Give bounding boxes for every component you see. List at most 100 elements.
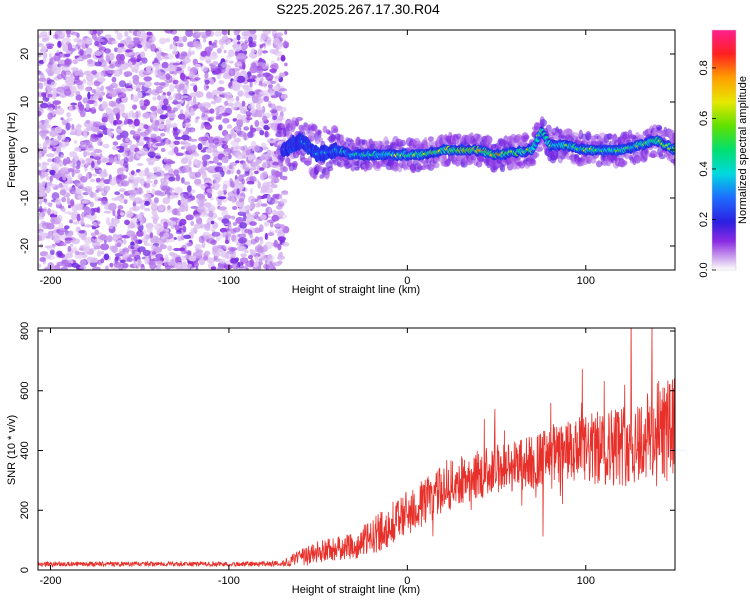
noise-blob — [201, 112, 206, 118]
noise-blob — [193, 153, 200, 157]
noise-blob — [67, 42, 73, 51]
noise-blob — [133, 260, 137, 268]
noise-blob — [268, 207, 272, 214]
noise-blob — [260, 185, 268, 193]
noise-blob — [194, 63, 201, 68]
noise-blob — [248, 30, 257, 35]
noise-blob — [278, 213, 288, 220]
noise-blob — [91, 109, 97, 114]
colorbar-tick-label: 0.4 — [698, 161, 710, 176]
noise-blob — [201, 122, 205, 129]
noise-blob — [76, 213, 81, 222]
noise-blob — [218, 80, 225, 85]
noise-blob — [148, 174, 158, 180]
noise-blob — [232, 221, 238, 226]
noise-blob — [51, 183, 57, 188]
noise-blob — [125, 37, 131, 41]
noise-blob — [113, 262, 122, 268]
noise-blob — [172, 62, 181, 66]
noise-blob — [42, 34, 50, 41]
noise-blob — [128, 179, 134, 183]
noise-blob — [127, 190, 132, 194]
noise-blob — [38, 263, 42, 268]
noise-blob — [248, 90, 255, 96]
noise-blob — [249, 258, 254, 267]
signal-halo — [295, 117, 304, 121]
noise-blob — [256, 265, 261, 270]
x-tick-label: -100 — [218, 575, 240, 587]
noise-blob — [38, 124, 47, 129]
signal-halo — [332, 128, 339, 134]
noise-blob — [107, 73, 112, 78]
noise-blob — [248, 42, 257, 48]
noise-blob — [39, 130, 49, 134]
noise-blob — [109, 178, 117, 186]
noise-blob — [154, 69, 162, 76]
noise-blob — [151, 188, 156, 195]
snr-series-line — [38, 328, 675, 568]
noise-blob — [88, 212, 97, 221]
noise-blob — [123, 238, 127, 245]
y-tick-label: -10 — [19, 190, 31, 206]
noise-blob — [192, 58, 198, 66]
noise-blob — [102, 143, 110, 149]
noise-blob — [116, 145, 125, 149]
noise-blob — [100, 85, 105, 92]
noise-blob — [169, 258, 177, 266]
noise-blob — [239, 257, 249, 264]
noise-blob — [164, 265, 172, 270]
noise-blob — [269, 48, 277, 54]
noise-blob — [174, 224, 180, 231]
noise-blob — [178, 53, 186, 60]
noise-blob — [106, 128, 111, 136]
noise-blob — [139, 137, 145, 144]
noise-blob — [117, 92, 127, 99]
noise-blob — [245, 31, 251, 35]
noise-blob — [257, 199, 263, 208]
noise-blob — [120, 266, 124, 270]
noise-blob — [106, 55, 111, 63]
noise-blob — [93, 149, 103, 154]
noise-blob — [276, 57, 280, 61]
noise-blob — [204, 250, 211, 256]
noise-blob — [38, 183, 43, 187]
noise-blob — [187, 51, 192, 57]
noise-blob — [137, 259, 142, 267]
signal-halo — [427, 136, 434, 142]
noise-blob — [111, 218, 120, 225]
noise-blob — [235, 257, 240, 262]
noise-blob — [151, 244, 157, 250]
noise-blob — [195, 116, 200, 120]
noise-blob — [65, 156, 71, 165]
noise-blob — [62, 37, 71, 44]
noise-blob — [100, 187, 109, 195]
noise-blob — [67, 232, 73, 236]
noise-blob — [259, 130, 265, 136]
noise-blob — [258, 72, 267, 78]
noise-blob — [47, 112, 53, 120]
signal-halo — [317, 130, 322, 139]
noise-blob — [154, 223, 163, 231]
noise-blob — [252, 95, 259, 104]
noise-blob — [100, 177, 105, 182]
noise-blob — [247, 230, 251, 236]
noise-blob — [249, 221, 257, 227]
noise-blob — [161, 61, 169, 69]
noise-blob — [145, 243, 153, 247]
x-tick-label: -200 — [39, 575, 61, 587]
noise-blob — [185, 30, 193, 37]
noise-blob — [279, 106, 287, 112]
noise-blob — [136, 230, 145, 237]
noise-blob — [258, 91, 265, 95]
noise-blob — [198, 258, 205, 266]
noise-blob — [39, 257, 46, 262]
signal-halo — [291, 160, 298, 168]
noise-blob — [238, 198, 245, 203]
noise-blob — [218, 91, 227, 95]
noise-blob — [221, 210, 229, 217]
noise-blob — [70, 85, 77, 94]
noise-blob — [93, 101, 98, 108]
noise-blob — [201, 102, 211, 106]
noise-blob — [143, 80, 152, 88]
noise-blob — [240, 253, 247, 258]
